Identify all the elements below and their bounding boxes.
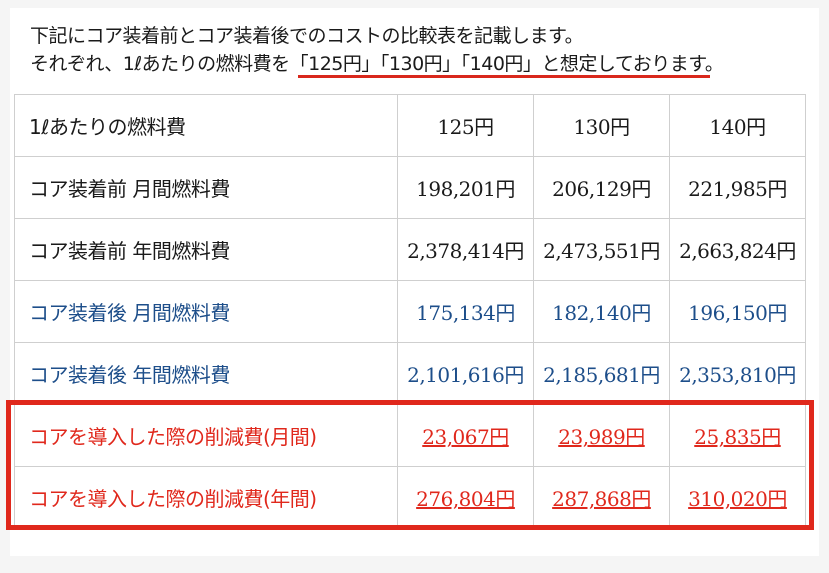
row-label: コア装着前 年間燃料費: [14, 218, 398, 281]
savings-value: 310,020円: [688, 487, 787, 511]
cell-value: 2,378,414円: [397, 218, 534, 281]
cell-value: 182,140円: [533, 280, 670, 343]
intro-line-1: 下記にコア装着前とコア装着後でのコストの比較表を記載します。: [30, 25, 584, 47]
intro-line-2: それぞれ、1ℓあたりの燃料費を「125円」「130円」「140円」と想定しており…: [30, 50, 724, 78]
row-label: コアを導入した際の削減費(月間): [14, 404, 398, 467]
cell-value: 2,473,551円: [533, 218, 670, 281]
header-fuel-cost-label: 1ℓあたりの燃料費: [14, 94, 398, 157]
table-row-before-monthly: コア装着前 月間燃料費 198,201円 206,129円 221,985円: [14, 156, 806, 219]
cell-value: 198,201円: [397, 156, 534, 219]
row-label: コアを導入した際の削減費(年間): [14, 466, 398, 529]
savings-value: 25,835円: [694, 425, 781, 449]
savings-value: 23,067円: [422, 425, 509, 449]
table-row-after-yearly: コア装着後 年間燃料費 2,101,616円 2,185,681円 2,353,…: [14, 342, 806, 405]
header-price-140: 140円: [669, 94, 806, 157]
price-assumption-underline: [298, 75, 710, 78]
intro-text: 下記にコア装着前とコア装着後でのコストの比較表を記載します。 それぞれ、1ℓあた…: [30, 22, 724, 78]
cell-value: 196,150円: [669, 280, 806, 343]
row-label: コア装着後 月間燃料費: [14, 280, 398, 343]
savings-value: 287,868円: [552, 487, 651, 511]
cell-value: 2,185,681円: [533, 342, 670, 405]
cell-value: 2,663,824円: [669, 218, 806, 281]
cell-value: 2,353,810円: [669, 342, 806, 405]
header-price-130: 130円: [533, 94, 670, 157]
savings-value: 23,989円: [558, 425, 645, 449]
cost-comparison-table: 1ℓあたりの燃料費 125円 130円 140円 コア装着前 月間燃料費 198…: [14, 94, 806, 529]
savings-value: 276,804円: [416, 487, 515, 511]
cell-value: 175,134円: [397, 280, 534, 343]
header-price-125: 125円: [397, 94, 534, 157]
cell-value: 221,985円: [669, 156, 806, 219]
cell-value: 206,129円: [533, 156, 670, 219]
table-row-before-yearly: コア装着前 年間燃料費 2,378,414円 2,473,551円 2,663,…: [14, 218, 806, 281]
table-row-after-monthly: コア装着後 月間燃料費 175,134円 182,140円 196,150円: [14, 280, 806, 343]
cell-value: 2,101,616円: [397, 342, 534, 405]
row-label: コア装着後 年間燃料費: [14, 342, 398, 405]
row-label: コア装着前 月間燃料費: [14, 156, 398, 219]
intro-line-2-text: それぞれ、1ℓあたりの燃料費を「125円」「130円」「140円」と想定しており…: [30, 53, 724, 75]
table-row-savings-monthly: コアを導入した際の削減費(月間) 23,067円 23,989円 25,835円: [14, 404, 806, 467]
table-row-savings-yearly: コアを導入した際の削減費(年間) 276,804円 287,868円 310,0…: [14, 466, 806, 529]
table-header-row: 1ℓあたりの燃料費 125円 130円 140円: [14, 94, 806, 157]
